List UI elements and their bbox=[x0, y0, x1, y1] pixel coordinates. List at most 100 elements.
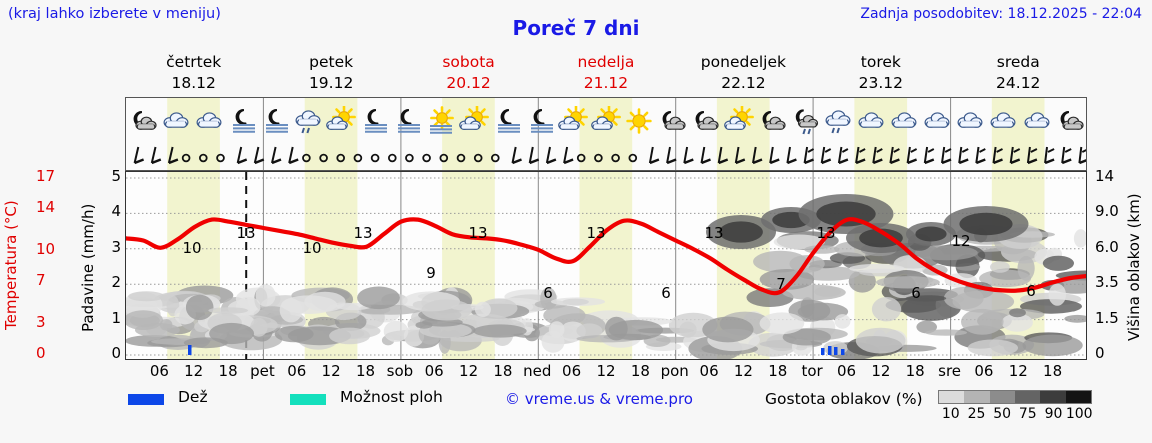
main-plot: 10 13 10 13 9 13 6 13 6 13 7 13 6 12 6 bbox=[125, 171, 1087, 360]
rain-legend-label: Dež bbox=[178, 388, 208, 406]
cloud-density-legend-title: Gostota oblakov (%) bbox=[765, 390, 923, 408]
cloud-density-scale-numbers: 10 25 50 75 90 100 bbox=[938, 406, 1098, 424]
temp-annotation: 6 bbox=[543, 284, 553, 302]
moon-cloud-icon bbox=[755, 98, 788, 143]
cloud-icon bbox=[854, 98, 887, 143]
cloud-density-step-90 bbox=[1040, 391, 1066, 403]
day-date: 23.12 bbox=[858, 74, 903, 92]
x-tick-06: 06 bbox=[699, 362, 719, 380]
x-tick-12: 12 bbox=[1008, 362, 1028, 380]
x-tick-06: 06 bbox=[424, 362, 444, 380]
temp-tick-7: 7 bbox=[36, 271, 46, 290]
wind-barb-band bbox=[125, 143, 1087, 171]
sun-icon bbox=[623, 98, 656, 143]
temp-tick-10: 10 bbox=[36, 239, 56, 258]
precip-tick-3: 3 bbox=[111, 237, 121, 256]
x-tick-06: 06 bbox=[149, 362, 169, 380]
moon-cloud-icon bbox=[1053, 98, 1086, 143]
x-tick-12: 12 bbox=[596, 362, 616, 380]
showers-legend-swatch bbox=[290, 394, 326, 405]
showers-legend-label: Možnost ploh bbox=[340, 388, 443, 406]
x-tick-06: 06 bbox=[287, 362, 307, 380]
moon-drizzle-icon bbox=[788, 98, 821, 143]
cloud-icon bbox=[987, 98, 1020, 143]
day-date: 18.12 bbox=[171, 74, 216, 92]
moon-wind-icon bbox=[225, 98, 258, 143]
x-tick-pet: pet bbox=[250, 362, 275, 380]
x-tick-18: 18 bbox=[1043, 362, 1063, 380]
temp-annotation: 10 bbox=[182, 239, 201, 257]
temp-tick-3: 3 bbox=[36, 312, 46, 331]
precip-tick-0: 0 bbox=[111, 344, 121, 362]
cloud-density-step-50 bbox=[989, 391, 1015, 403]
cloud-tick-14: 14 bbox=[1095, 167, 1115, 185]
precip-tick-2: 2 bbox=[111, 273, 121, 292]
day-date: 24.12 bbox=[996, 74, 1041, 92]
precipitation-axis-label: Padavine (mm/h) bbox=[79, 203, 97, 332]
day-header-5: torek 23.12 bbox=[812, 52, 949, 96]
x-tick-12: 12 bbox=[733, 362, 753, 380]
x-tick-06: 06 bbox=[974, 362, 994, 380]
sun-haze-icon bbox=[424, 98, 457, 143]
cloud-density-step-10 bbox=[939, 391, 965, 403]
rain-legend-swatch bbox=[128, 394, 164, 405]
moon-wind-icon bbox=[523, 98, 556, 143]
day-header-0: četrtek 18.12 bbox=[125, 52, 262, 96]
x-tick-pon: pon bbox=[660, 362, 689, 380]
day-date: 19.12 bbox=[308, 74, 354, 92]
x-tick-18: 18 bbox=[905, 362, 925, 380]
cloud-density-number-100: 100 bbox=[1065, 406, 1093, 422]
x-tick-sob: sob bbox=[386, 362, 414, 380]
cloud-drizzle-icon bbox=[821, 98, 854, 143]
cloud-drizzle-icon bbox=[292, 98, 325, 143]
x-tick-12: 12 bbox=[871, 362, 891, 380]
x-tick-18: 18 bbox=[355, 362, 376, 380]
moon-wind-icon bbox=[358, 98, 391, 143]
cloud-density-step-100 bbox=[1065, 391, 1091, 403]
cloud-density-number-90: 90 bbox=[1044, 406, 1063, 422]
day-name: nedelja bbox=[577, 53, 635, 71]
x-tick-18: 18 bbox=[218, 362, 238, 380]
temp-annotation: 9 bbox=[426, 264, 436, 282]
temp-tick-14: 14 bbox=[36, 198, 56, 217]
temp-annotation: 6 bbox=[1026, 282, 1036, 300]
precip-tick-5: 5 bbox=[111, 167, 121, 185]
day-date: 21.12 bbox=[583, 74, 629, 92]
cloud-density-number-75: 75 bbox=[1018, 406, 1037, 422]
day-name: četrtek bbox=[166, 53, 222, 71]
cloud-icon bbox=[1020, 98, 1053, 143]
x-tick-18: 18 bbox=[493, 362, 513, 380]
moon-cloud-icon bbox=[689, 98, 722, 143]
cloud-tick-9.0: 9.0 bbox=[1095, 202, 1119, 221]
day-name: sobota bbox=[442, 53, 495, 71]
temperature-axis-label: Temperatura (°C) bbox=[2, 200, 20, 330]
temp-tick-0: 0 bbox=[36, 344, 46, 362]
moon-wind-icon bbox=[490, 98, 523, 143]
day-name: sreda bbox=[996, 53, 1040, 71]
x-tick-ned: ned bbox=[523, 362, 552, 380]
temp-annotation: 10 bbox=[302, 239, 321, 257]
cloud-density-gradient-bar bbox=[938, 390, 1092, 404]
x-tick-18: 18 bbox=[630, 362, 650, 380]
weather-icon-band bbox=[125, 97, 1087, 143]
copyright-link[interactable]: © vreme.us & vreme.pro bbox=[505, 390, 693, 408]
sun-cloud-icon bbox=[590, 98, 623, 143]
day-header-2: sobota 20.12 bbox=[400, 52, 537, 96]
day-date: 20.12 bbox=[446, 74, 491, 92]
day-name: torek bbox=[860, 53, 901, 71]
location-hint: (kraj lahko izberete v meniju) bbox=[8, 6, 221, 22]
sun-cloud-icon bbox=[556, 98, 589, 143]
x-tick-06: 06 bbox=[836, 362, 857, 380]
day-header-row: četrtek 18.12 petek 19.12 sobota 20.12 nedelja… bbox=[125, 52, 1087, 96]
cloud-tick-3.5: 3.5 bbox=[1095, 273, 1119, 292]
day-header-1: petek 19.12 bbox=[262, 52, 399, 96]
cloud-density-number-10: 10 bbox=[941, 406, 960, 422]
temp-annotation: 7 bbox=[776, 275, 786, 293]
sun-cloud-icon bbox=[457, 98, 490, 143]
sun-cloud-icon bbox=[722, 98, 755, 143]
temp-annotation: 13 bbox=[704, 224, 723, 242]
sun-cloud-icon bbox=[325, 98, 358, 143]
temp-annotation: 13 bbox=[586, 224, 605, 242]
day-header-3: nedelja 21.12 bbox=[537, 52, 674, 96]
